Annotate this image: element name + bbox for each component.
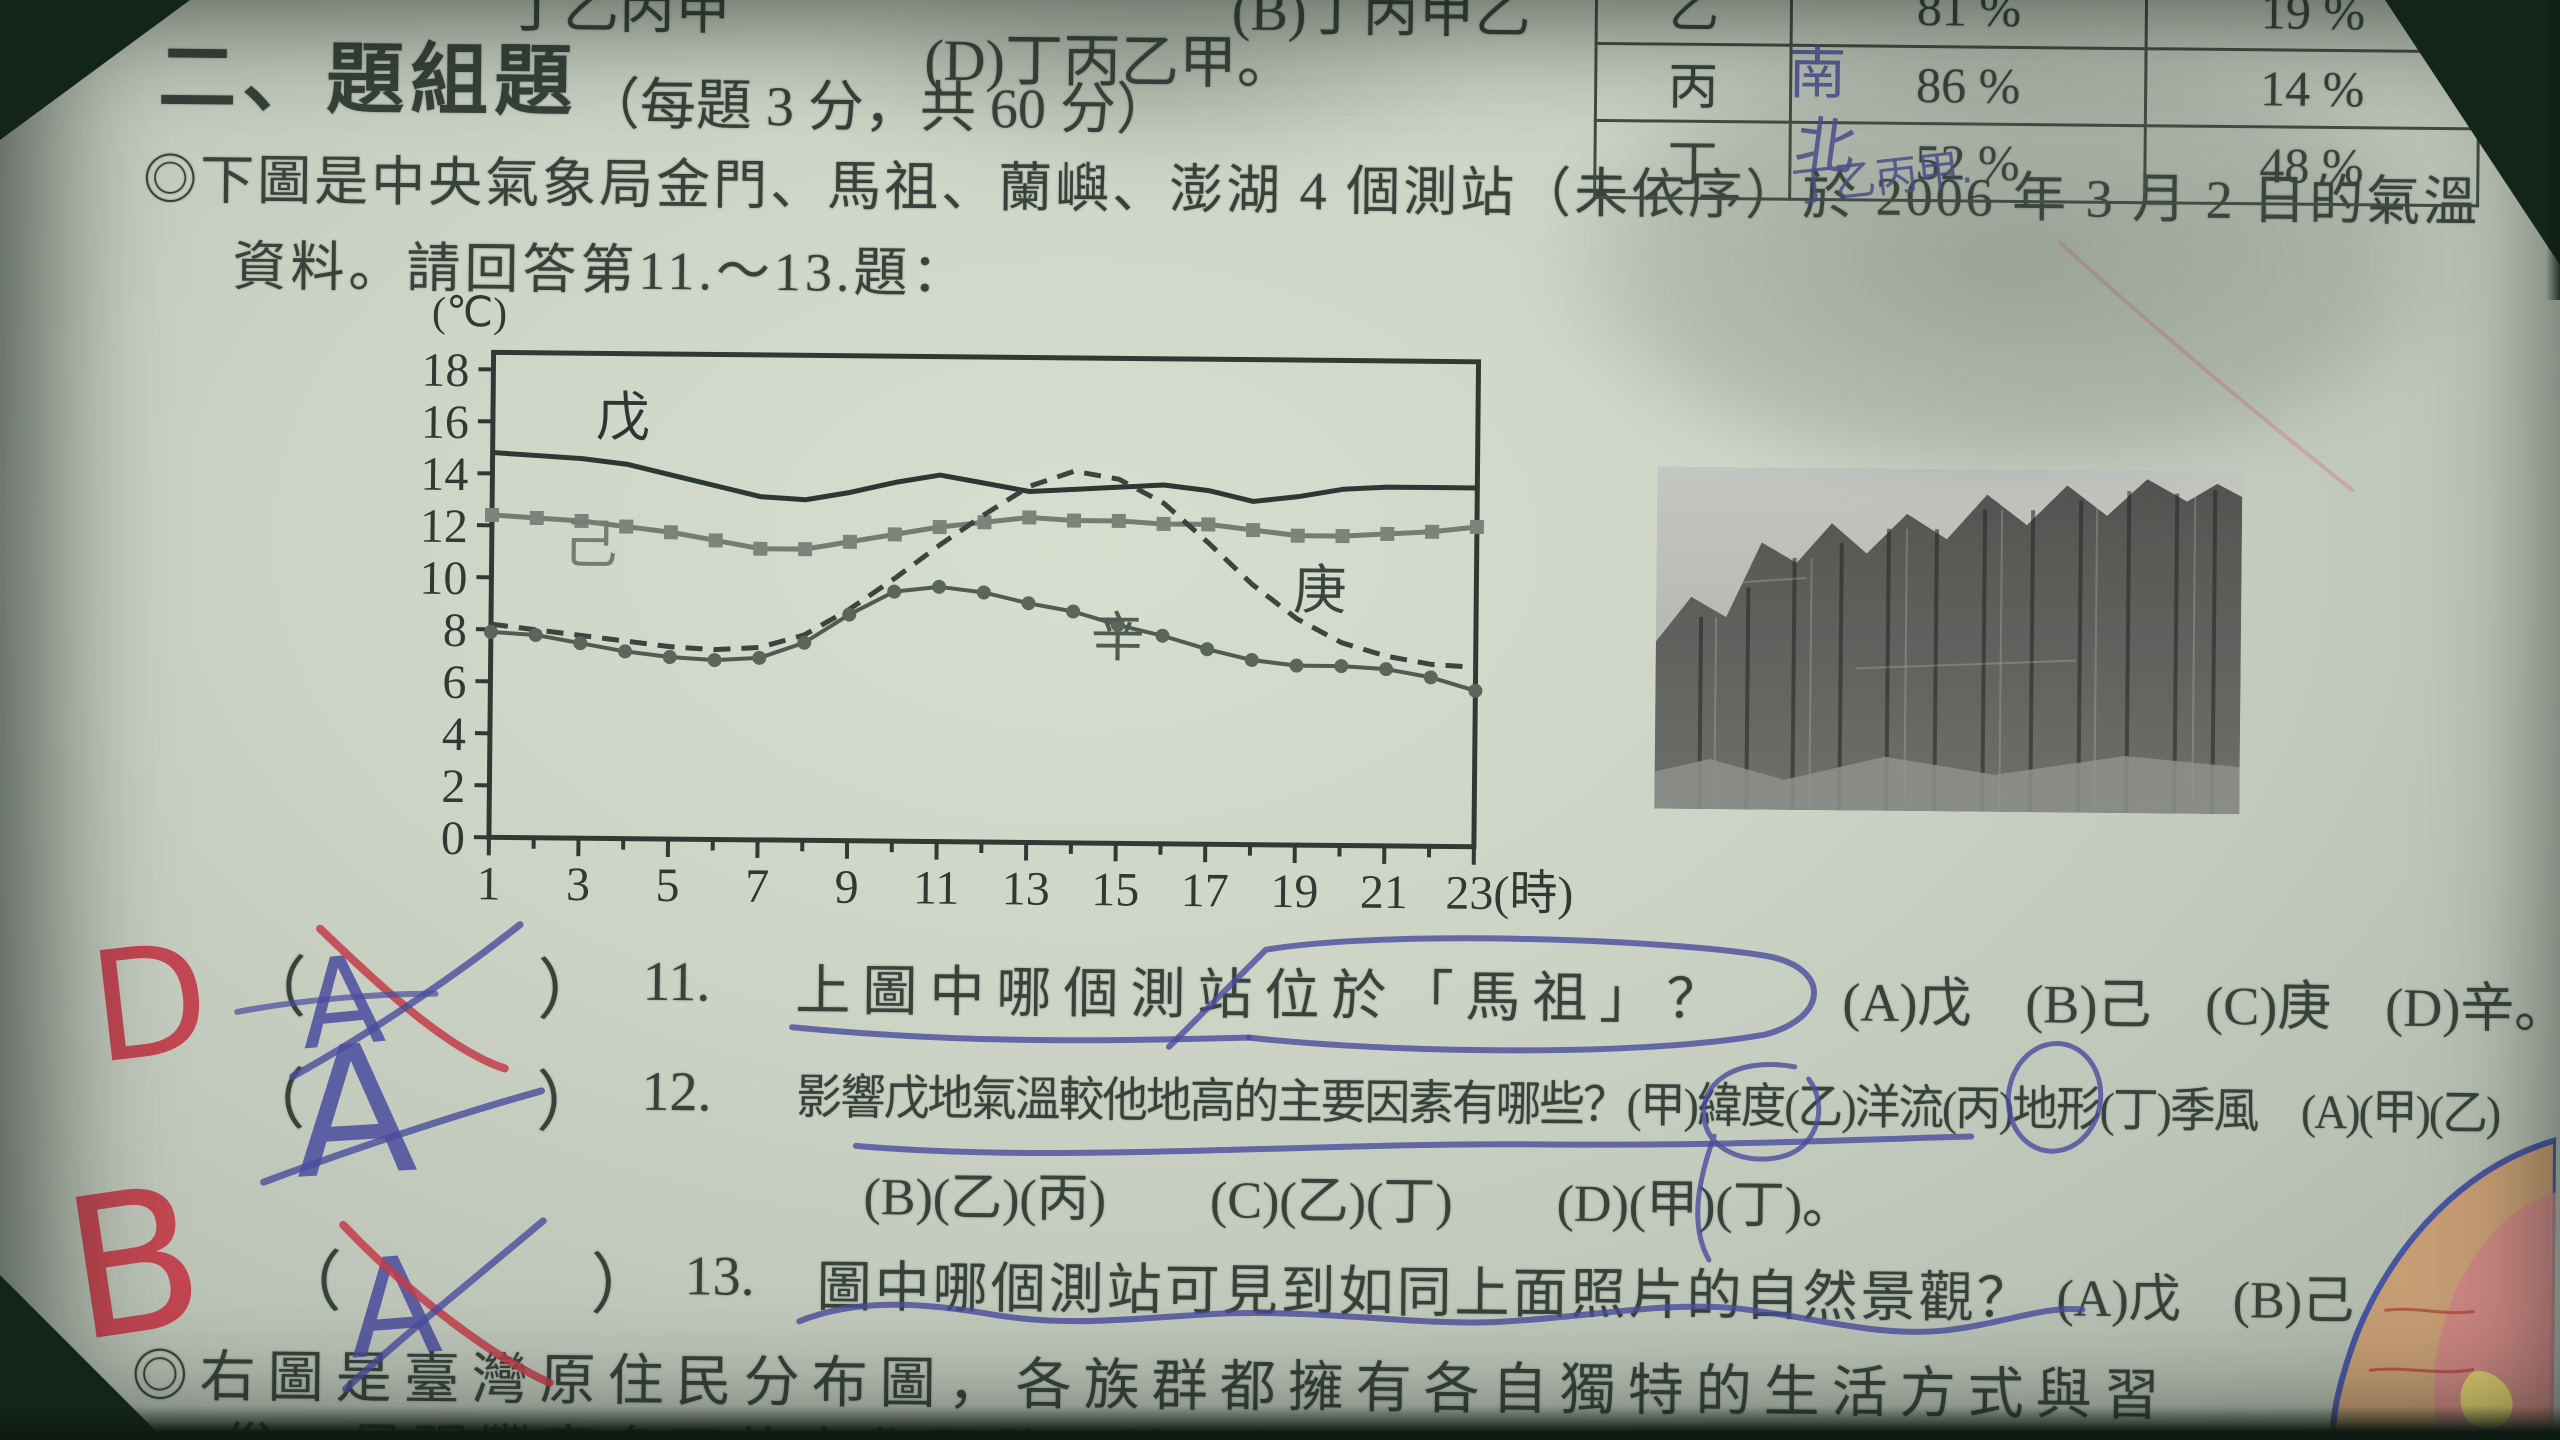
chart-x-tick-label: 19 xyxy=(1270,865,1319,918)
q11-margin-grade: D xyxy=(82,909,218,1098)
basalt-columns-photo xyxy=(1654,466,2243,815)
chart-series-戊 xyxy=(492,450,1478,504)
q11-slash-extension xyxy=(234,990,439,1015)
chart-y-tick-label: 16 xyxy=(421,396,470,449)
chart-x-tick-label: 11 xyxy=(913,861,960,914)
chart-x-tick-label: 3 xyxy=(566,858,591,911)
desk-edge-bottom xyxy=(0,1406,2560,1440)
chart-x-tick-label: 15 xyxy=(1091,863,1140,916)
chart-x-tick-label: 9 xyxy=(834,861,859,914)
photo-rubble xyxy=(1654,756,2240,815)
chart-series-庚 xyxy=(490,468,1476,670)
chart-y-tick-label: 0 xyxy=(441,812,466,865)
q13-cross-stroke-blue xyxy=(342,1217,547,1393)
table-note-north: 北 xyxy=(1791,108,1860,185)
chart-y-tick-label: 10 xyxy=(419,552,468,605)
chart-series-label-己: 己 xyxy=(563,514,618,575)
chart-x-tick-label: 21 xyxy=(1360,866,1409,919)
chart-x-tick-label: 13 xyxy=(1001,862,1050,915)
chart-y-tick-label: 12 xyxy=(420,500,469,553)
q13-wavy-underline xyxy=(796,1301,2086,1335)
chart-x-tick-label: 23(時) xyxy=(1445,867,1573,921)
q11-cross-stroke-blue xyxy=(289,921,524,1080)
q12-underline xyxy=(852,1133,1975,1157)
chart-y-tick-label: 8 xyxy=(443,604,468,657)
chart-series-label-庚: 庚 xyxy=(1292,560,1347,621)
chart-x-tick-label: 17 xyxy=(1181,864,1230,917)
chart-y-unit: (℃) xyxy=(432,290,508,337)
q11-keyword-loop xyxy=(1165,935,1817,1054)
q11-underline xyxy=(789,1024,1253,1044)
chart-y-tick-label: 6 xyxy=(442,656,467,709)
chart-y-tick-label: 4 xyxy=(442,708,467,761)
q11-cross-stroke-red xyxy=(316,924,509,1073)
chart-series-label-辛: 辛 xyxy=(1091,608,1146,669)
chart-y-tick-label: 2 xyxy=(441,760,466,813)
q12-answer-letter: A xyxy=(287,1005,421,1219)
q12-answer-tail-stroke xyxy=(260,1087,546,1186)
chart-y-tick-label: 18 xyxy=(421,344,470,397)
q12-circle-option-jia xyxy=(2005,1041,2104,1154)
desk-edge-right xyxy=(2546,0,2560,300)
chart-x-tick-label: 5 xyxy=(655,859,680,912)
q12-circle-option-yi xyxy=(1695,1061,1822,1263)
q13-margin-grade: B xyxy=(51,1142,217,1386)
chart-x-tick-label: 1 xyxy=(476,857,501,910)
map-boundary-lines xyxy=(2368,1307,2475,1374)
chart-y-tick-label: 14 xyxy=(420,448,469,501)
q13-cross-stroke-red xyxy=(339,1220,554,1387)
table-note-south: 南 xyxy=(1788,39,1847,108)
chart-series-label-戊: 戊 xyxy=(596,387,651,448)
chart-x-tick-label: 7 xyxy=(745,860,770,913)
pink-pen-stray-mark xyxy=(2057,240,2355,493)
